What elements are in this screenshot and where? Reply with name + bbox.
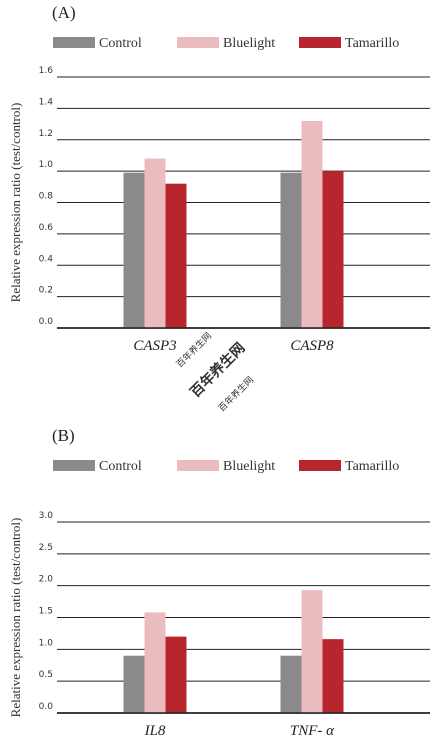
- y-tick-label: 0.8: [39, 192, 54, 202]
- bar-control-1: [280, 172, 302, 328]
- legend-swatch-tamarillo: [299, 37, 341, 48]
- category-label: IL8: [144, 723, 166, 739]
- y-tick-label: 1.5: [39, 607, 53, 617]
- watermark-small-top: 百年养生网: [174, 330, 214, 370]
- y-tick-label: 3.0: [39, 511, 54, 521]
- y-tick-label: 1.6: [39, 66, 54, 76]
- legend-swatch-bluelight: [177, 37, 219, 48]
- bar-tamarillo-0: [165, 183, 187, 328]
- panel-b-chart: (B) Control Bluelight Tamarillo 0.0 0.5 1.0 1.5…: [8, 426, 430, 739]
- panel-a-chart: (A) Control Bluelight Tamarillo 0.0 0.2 0.4 0.6…: [8, 3, 430, 354]
- legend-label-bluelight: Bluelight: [223, 459, 275, 474]
- y-tick-label: 1.0: [39, 638, 54, 648]
- legend-label-control: Control: [99, 36, 142, 51]
- y-axis-label: Relative expression ratio (test/control): [8, 103, 23, 303]
- category-label: TNF- α: [290, 723, 335, 739]
- y-tick-label: 2.5: [39, 543, 53, 553]
- y-tick-label: 0.5: [39, 670, 53, 680]
- bar-control-0: [123, 655, 145, 713]
- legend-swatch-bluelight: [177, 460, 219, 471]
- legend-label-tamarillo: Tamarillo: [345, 36, 399, 51]
- y-axis-label: Relative expression ratio (test/control): [8, 518, 23, 718]
- y-tick-label: 2.0: [39, 575, 54, 585]
- bar-control-0: [123, 172, 145, 328]
- bar-tamarillo-0: [165, 636, 187, 713]
- watermark: 百年养生网 百年养生网 百年养生网: [174, 330, 256, 414]
- legend-swatch-tamarillo: [299, 460, 341, 471]
- legend-label-tamarillo: Tamarillo: [345, 459, 399, 474]
- bar-bluelight-0: [144, 158, 166, 328]
- bar-tamarillo-1: [322, 639, 344, 713]
- legend-swatch-control: [53, 460, 95, 471]
- category-label: CASP3: [133, 338, 176, 354]
- y-tick-label: 0.6: [39, 223, 54, 233]
- bar-bluelight-1: [301, 590, 323, 713]
- legend-label-control: Control: [99, 459, 142, 474]
- y-tick-label: 0.0: [39, 317, 54, 327]
- bar-bluelight-0: [144, 612, 166, 713]
- category-label: CASP8: [290, 338, 334, 354]
- y-tick-label: 1.2: [39, 129, 53, 139]
- bar-control-1: [280, 655, 302, 713]
- y-tick-label: 1.0: [39, 160, 54, 170]
- watermark-small-bottom: 百年养生网: [216, 374, 256, 414]
- y-tick-label: 0.2: [39, 286, 53, 296]
- y-tick-label: 0.0: [39, 702, 54, 712]
- legend-label-bluelight: Bluelight: [223, 36, 275, 51]
- bar-bluelight-1: [301, 120, 323, 328]
- bar-tamarillo-1: [322, 171, 344, 328]
- panel-label: (B): [52, 426, 75, 445]
- y-tick-label: 1.4: [39, 97, 54, 107]
- panel-label: (A): [52, 3, 76, 22]
- legend-swatch-control: [53, 37, 95, 48]
- y-tick-label: 0.4: [39, 254, 54, 264]
